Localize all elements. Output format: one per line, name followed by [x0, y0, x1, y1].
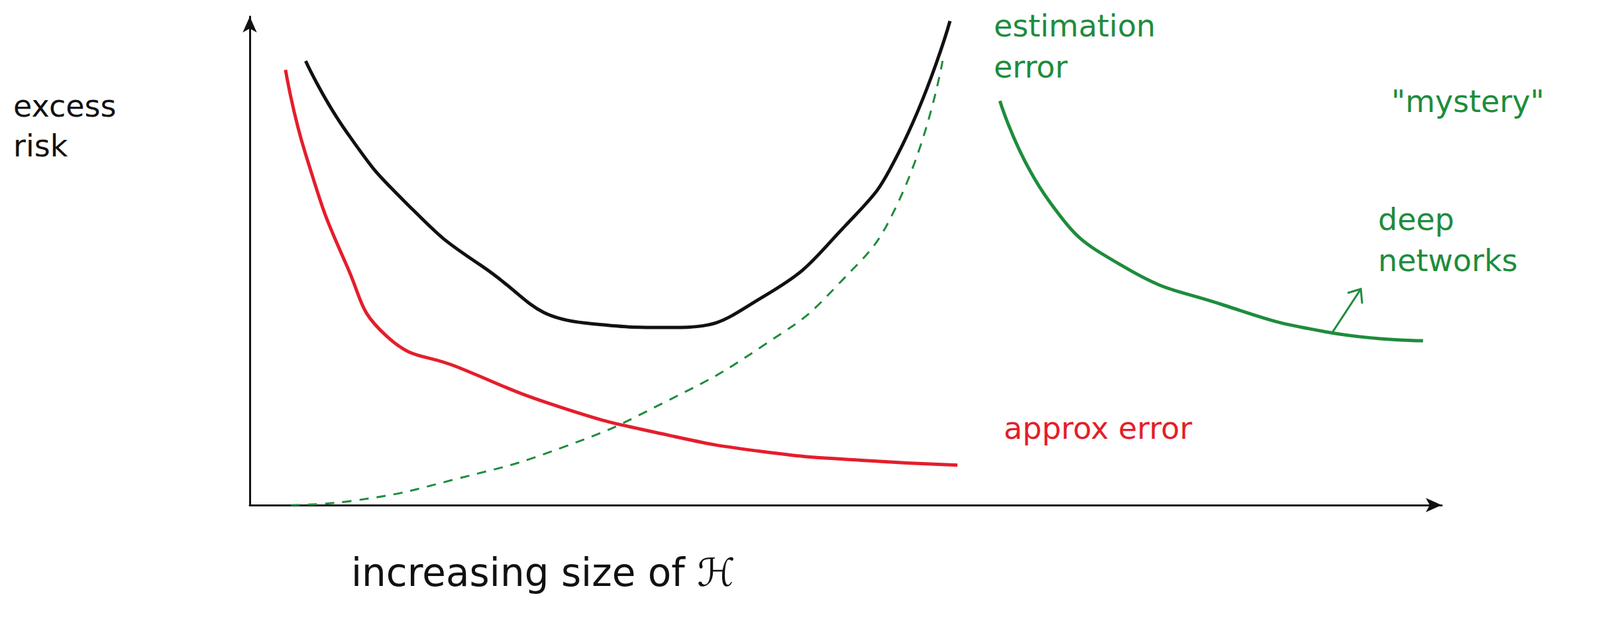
svg-text:estimation: estimation	[993, 7, 1156, 44]
svg-text:excess: excess	[13, 88, 116, 124]
svg-text:networks: networks	[1378, 242, 1518, 279]
svg-text:deep: deep	[1378, 201, 1455, 238]
svg-text:increasing size of ℋ: increasing size of ℋ	[351, 549, 735, 595]
svg-text:"mystery": "mystery"	[1391, 83, 1545, 120]
svg-text:error: error	[993, 49, 1068, 85]
svg-text:approx error: approx error	[1003, 410, 1193, 446]
svg-text:risk: risk	[13, 127, 69, 164]
